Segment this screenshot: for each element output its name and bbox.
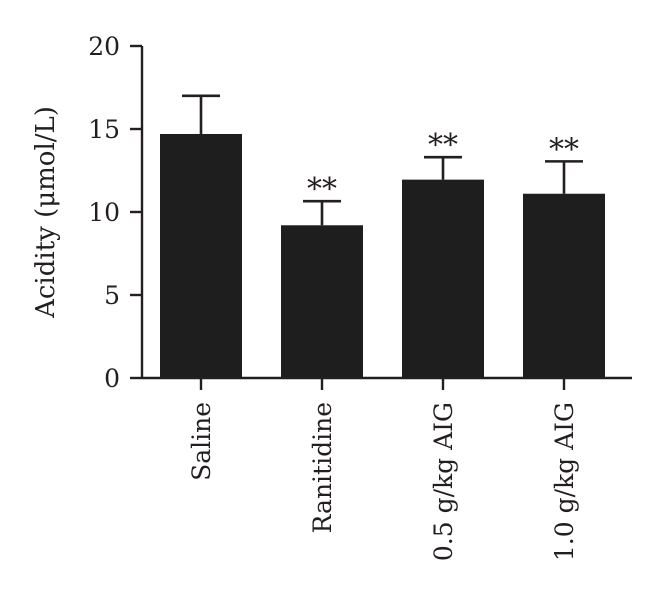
significance-mark: **	[307, 172, 337, 207]
category-label: Ranitidine	[308, 402, 337, 533]
y-tick-label: 15	[88, 115, 120, 144]
category-label: 1.0 g/kg AIG	[550, 402, 579, 561]
y-tick-label: 20	[88, 32, 120, 61]
bar	[160, 133, 242, 378]
bar	[523, 193, 605, 378]
bar	[402, 179, 484, 378]
category-label: 0.5 g/kg AIG	[429, 402, 458, 561]
bar	[281, 225, 363, 378]
category-label: Saline	[187, 402, 216, 481]
x-axis: Saline Ranitidine 0.5 g/kg AIG 1.0 g/kg AIG	[142, 376, 632, 561]
y-tick-label: 5	[104, 281, 120, 310]
y-tick-label: 10	[88, 198, 120, 227]
bars-group	[160, 133, 605, 378]
significance-mark: **	[428, 128, 458, 163]
y-tick-label: 0	[104, 364, 120, 393]
y-axis-label: Acidity (μmol/L)	[31, 106, 61, 319]
significance-marks-group: ** ** **	[307, 128, 579, 207]
error-bars-group	[182, 94, 583, 226]
significance-mark: **	[549, 132, 579, 167]
y-axis: 0 5 10 15 20	[88, 32, 144, 393]
